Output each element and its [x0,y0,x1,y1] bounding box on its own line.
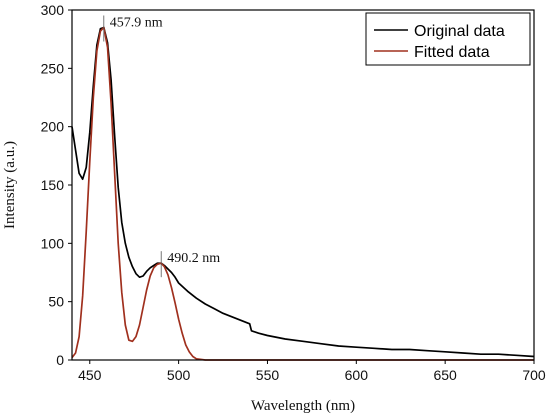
original-data-line [71,26,535,358]
x-axis: 450 500 550 600 650 700 [78,360,546,383]
legend-box [365,12,531,66]
peak-label: 457.9 nm [110,16,163,31]
y-tick-label: 250 [41,60,65,76]
peak-annotations: 457.9 nm 490.2 nm [103,15,220,278]
legend: Original data Fitted data [365,12,531,66]
x-tick-label: 500 [167,367,191,383]
x-tick-label: 600 [345,367,369,383]
x-tick-label: 650 [433,367,457,383]
legend-label-fitted: Fitted data [414,44,490,61]
y-axis: 0 50 100 150 200 250 300 [41,2,72,368]
y-tick-label: 100 [41,235,65,251]
y-tick-label: 150 [41,177,65,193]
x-tick-label: 450 [78,367,102,383]
y-tick-label: 200 [41,119,65,135]
y-tick-label: 0 [56,352,64,368]
y-axis-title: Intensity (a.u.) [2,141,18,229]
legend-label-original: Original data [414,23,505,40]
fitted-data-line [71,26,534,361]
x-axis-title: Wavelength (nm) [251,398,355,414]
x-tick-label: 550 [256,367,280,383]
y-tick-label: 300 [41,2,65,18]
x-tick-label: 700 [522,367,546,383]
peak-label: 490.2 nm [167,251,220,266]
y-tick-label: 50 [48,294,64,310]
